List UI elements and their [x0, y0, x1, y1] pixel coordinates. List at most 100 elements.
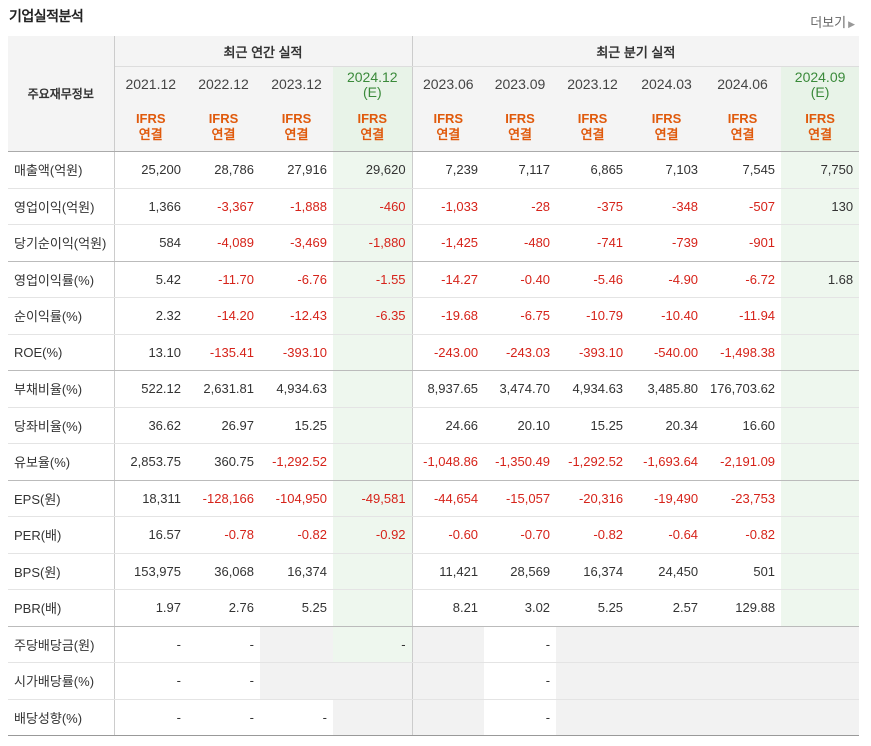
value-cell: -12.43 — [260, 297, 333, 335]
row-label: 매출액(억원) — [8, 151, 115, 189]
more-label[interactable]: 더보기 — [810, 15, 847, 30]
value-cell: -19.68 — [411, 297, 485, 335]
table-row: 당기순이익(억원) 584 -4,089 -3,469 -1,880 -1,425 -480… — [8, 224, 860, 262]
value-cell — [781, 224, 860, 262]
ifrs-badge: IFRS 연결 — [411, 102, 485, 152]
value-cell: 5.25 — [260, 589, 333, 627]
row-label: EPS(원) — [8, 480, 115, 517]
value-cell — [333, 334, 413, 371]
value-cell: 3,485.80 — [629, 370, 705, 408]
consolidated-label: 연결 — [580, 126, 605, 142]
value-cell: 13.10 — [114, 334, 187, 371]
value-cell: 29,620 — [333, 151, 413, 189]
value-cell: 7,545 — [704, 151, 782, 189]
value-cell: -741 — [556, 224, 630, 262]
value-cell — [629, 662, 705, 700]
value-cell: - — [187, 699, 260, 736]
value-cell: 584 — [114, 224, 187, 262]
consolidated-label: 연결 — [436, 126, 461, 142]
value-cell: -393.10 — [260, 334, 333, 371]
value-cell — [781, 370, 860, 408]
ifrs-label: IFRS — [357, 110, 388, 126]
row-label: PBR(배) — [8, 589, 115, 627]
value-cell: 522.12 — [114, 370, 187, 408]
ifrs-badge: IFRS 연결 — [187, 102, 260, 152]
value-cell: -243.03 — [484, 334, 557, 371]
table-row: 당좌비율(%) 36.62 26.97 15.25 24.66 20.10 15.25 20.… — [8, 407, 860, 444]
value-cell: - — [114, 662, 187, 700]
value-cell — [333, 443, 413, 481]
value-cell: 2.76 — [187, 589, 260, 627]
quarter-group-header: 최근 분기 실적 — [411, 36, 860, 67]
table-row: 순이익률(%) 2.32 -14.20 -12.43 -6.35 -19.68 -6.75-… — [8, 297, 860, 335]
value-cell: -19,490 — [629, 480, 705, 517]
more-link[interactable]: 더보기 ▶ — [810, 12, 855, 31]
value-cell: 20.34 — [629, 407, 705, 444]
value-cell: -393.10 — [556, 334, 630, 371]
value-cell: -1,048.86 — [411, 443, 485, 481]
ifrs-badge: IFRS 연결 — [260, 102, 333, 152]
consolidated-label: 연결 — [654, 126, 679, 142]
value-cell: 3,474.70 — [484, 370, 557, 408]
value-cell: -1,350.49 — [484, 443, 557, 481]
value-cell — [333, 699, 413, 736]
value-cell: 16.60 — [704, 407, 782, 444]
value-cell — [781, 662, 860, 700]
consolidated-label: 연결 — [284, 126, 309, 142]
value-cell: 2,631.81 — [187, 370, 260, 408]
value-cell: -901 — [704, 224, 782, 262]
value-cell — [781, 480, 860, 517]
value-cell: - — [484, 662, 557, 700]
value-cell — [704, 626, 782, 663]
value-cell — [781, 297, 860, 335]
value-cell: -0.64 — [629, 516, 705, 554]
value-cell: -23,753 — [704, 480, 782, 517]
value-cell — [411, 699, 485, 736]
value-cell — [411, 626, 485, 663]
value-cell: -1,498.38 — [704, 334, 782, 371]
value-cell: 24,450 — [629, 553, 705, 590]
value-cell: 176,703.62 — [704, 370, 782, 408]
value-cell: -0.92 — [333, 516, 413, 554]
value-cell: -348 — [629, 188, 705, 225]
value-cell: 16,374 — [260, 553, 333, 590]
value-cell: -540.00 — [629, 334, 705, 371]
value-cell: -15,057 — [484, 480, 557, 517]
value-cell: -480 — [484, 224, 557, 262]
value-cell: 5.25 — [556, 589, 630, 627]
row-label: 순이익률(%) — [8, 297, 115, 335]
consolidated-label: 연결 — [808, 126, 833, 142]
period-year: 2023.12 — [567, 76, 618, 92]
value-cell: 501 — [704, 553, 782, 590]
value-cell: -1,425 — [411, 224, 485, 262]
period-header: 2021.12 — [114, 66, 187, 102]
period-header: 2023.12 — [260, 66, 333, 102]
value-cell — [260, 626, 333, 663]
value-cell: 129.88 — [704, 589, 782, 627]
value-cell: 360.75 — [187, 443, 260, 481]
table-row: EPS(원) 18,311 -128,166 -104,950 -49,581 -44,6… — [8, 480, 860, 517]
value-cell — [260, 662, 333, 700]
value-cell — [629, 699, 705, 736]
value-cell: -28 — [484, 188, 557, 225]
value-cell: - — [484, 699, 557, 736]
value-cell — [781, 516, 860, 554]
value-cell: -4,089 — [187, 224, 260, 262]
period-year: 2024.03 — [641, 76, 692, 92]
value-cell: 16.57 — [114, 516, 187, 554]
value-cell: -375 — [556, 188, 630, 225]
period-year: 2021.12 — [125, 76, 177, 92]
table-row: 배당성향(%) - - - - — [8, 699, 860, 736]
value-cell: 7,103 — [629, 151, 705, 189]
value-cell: 5.42 — [114, 261, 187, 298]
value-cell: -4.90 — [629, 261, 705, 298]
value-cell: -44,654 — [411, 480, 485, 517]
consolidated-label: 연결 — [211, 126, 236, 142]
period-header: 2024.12 (E) — [333, 66, 413, 102]
estimate-marker: (E) — [362, 83, 382, 100]
value-cell: 8,937.65 — [411, 370, 485, 408]
ifrs-label: IFRS — [577, 110, 608, 126]
value-cell — [781, 626, 860, 663]
table-row: BPS(원) 153,975 36,068 16,374 11,421 28,569 16,… — [8, 553, 860, 590]
value-cell: - — [187, 626, 260, 663]
